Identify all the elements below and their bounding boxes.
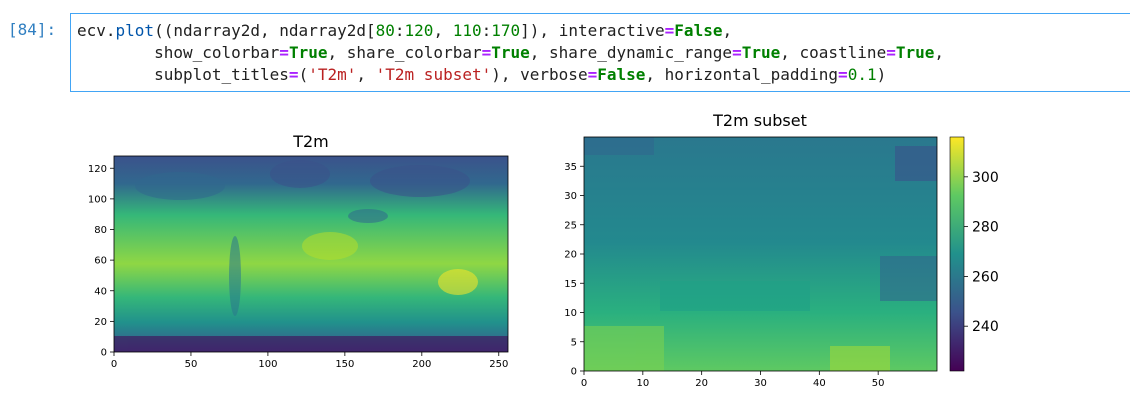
colorbar-tick-label: 280 xyxy=(972,220,999,236)
colorbar-tick-label: 300 xyxy=(972,170,999,186)
x-tick-label: 150 xyxy=(335,359,354,370)
y-tick-label: 20 xyxy=(94,317,107,328)
feature-greenland-cold xyxy=(270,160,330,188)
plot-title-t2m-subset: T2m subset xyxy=(712,111,807,130)
feature-subset-cold-ne xyxy=(895,146,937,181)
x-tick-label: 30 xyxy=(754,378,767,389)
heatmap-t2m-features xyxy=(114,160,508,352)
x-tick-label: 10 xyxy=(636,378,649,389)
y-tick-label: 40 xyxy=(94,286,107,297)
y-tick-label: 20 xyxy=(564,250,577,261)
feature-sahara-warm xyxy=(302,232,358,260)
colorbar xyxy=(950,137,964,371)
feature-subset-warm-sw xyxy=(584,326,664,371)
y-tick-label: 60 xyxy=(94,256,107,267)
feature-siberia-cold xyxy=(370,165,470,197)
feature-north-america-cold xyxy=(135,172,225,200)
cell-prompt: [84]: xyxy=(8,20,57,39)
axes-t2m: 0 50 100 150 200 250 0 20 40 60 80 100 120 xyxy=(88,164,508,370)
y-tick-label: 30 xyxy=(564,191,577,202)
x-tick-label: 0 xyxy=(111,359,117,370)
x-tick-label: 0 xyxy=(581,378,587,389)
y-tick-label: 35 xyxy=(564,162,577,173)
y-tick-label: 25 xyxy=(564,220,577,231)
y-tick-label: 0 xyxy=(571,367,577,378)
colorbar-tick-label: 260 xyxy=(972,269,999,285)
x-tick-label: 20 xyxy=(695,378,708,389)
y-tick-label: 80 xyxy=(94,225,107,236)
x-tick-label: 50 xyxy=(872,378,885,389)
x-tick-label: 250 xyxy=(489,359,508,370)
code-editor[interactable]: ecv.plot((ndarray2d, ndarray2d[80:120, 1… xyxy=(77,21,945,84)
y-tick-label: 100 xyxy=(88,194,107,205)
feature-australia-hot xyxy=(438,269,478,295)
heatmap-subset-features xyxy=(584,137,937,371)
plot-t2m-subset: T2m subset 0 10 20 30 40 50 0 5 10 15 20 25 30 35 240… xyxy=(564,111,998,389)
feature-antarctica-cold xyxy=(114,336,508,352)
x-tick-label: 40 xyxy=(813,378,826,389)
feature-andes xyxy=(229,236,241,316)
y-tick-label: 10 xyxy=(564,308,577,319)
feature-subset-cold-e xyxy=(880,256,937,301)
plot-t2m: T2m 0 50 100 150 200 250 0 20 40 60 80 100 120 xyxy=(88,132,509,370)
feature-subset-cold-nw xyxy=(584,137,654,155)
axes-t2m-subset: 0 10 20 30 40 50 0 5 10 15 20 25 30 35 xyxy=(564,162,884,389)
feature-subset-sea xyxy=(660,281,810,311)
y-tick-label: 120 xyxy=(88,164,107,175)
colorbar-tick-label: 240 xyxy=(972,319,999,335)
y-tick-label: 0 xyxy=(101,348,107,359)
feature-subset-warm-s xyxy=(830,346,890,371)
x-tick-label: 100 xyxy=(258,359,277,370)
x-tick-label: 50 xyxy=(185,359,198,370)
colorbar-axis: 240 260 280 300 xyxy=(964,170,999,335)
cell-output: T2m 0 50 100 150 200 250 0 20 40 60 80 100 120 T2m s… xyxy=(0,96,1130,419)
y-tick-label: 15 xyxy=(564,279,577,290)
feature-himalaya xyxy=(348,209,388,223)
y-tick-label: 5 xyxy=(571,337,577,348)
x-tick-label: 200 xyxy=(412,359,431,370)
plot-title-t2m: T2m xyxy=(292,132,329,151)
code-cell[interactable]: ecv.plot((ndarray2d, ndarray2d[80:120, 1… xyxy=(70,13,1130,92)
